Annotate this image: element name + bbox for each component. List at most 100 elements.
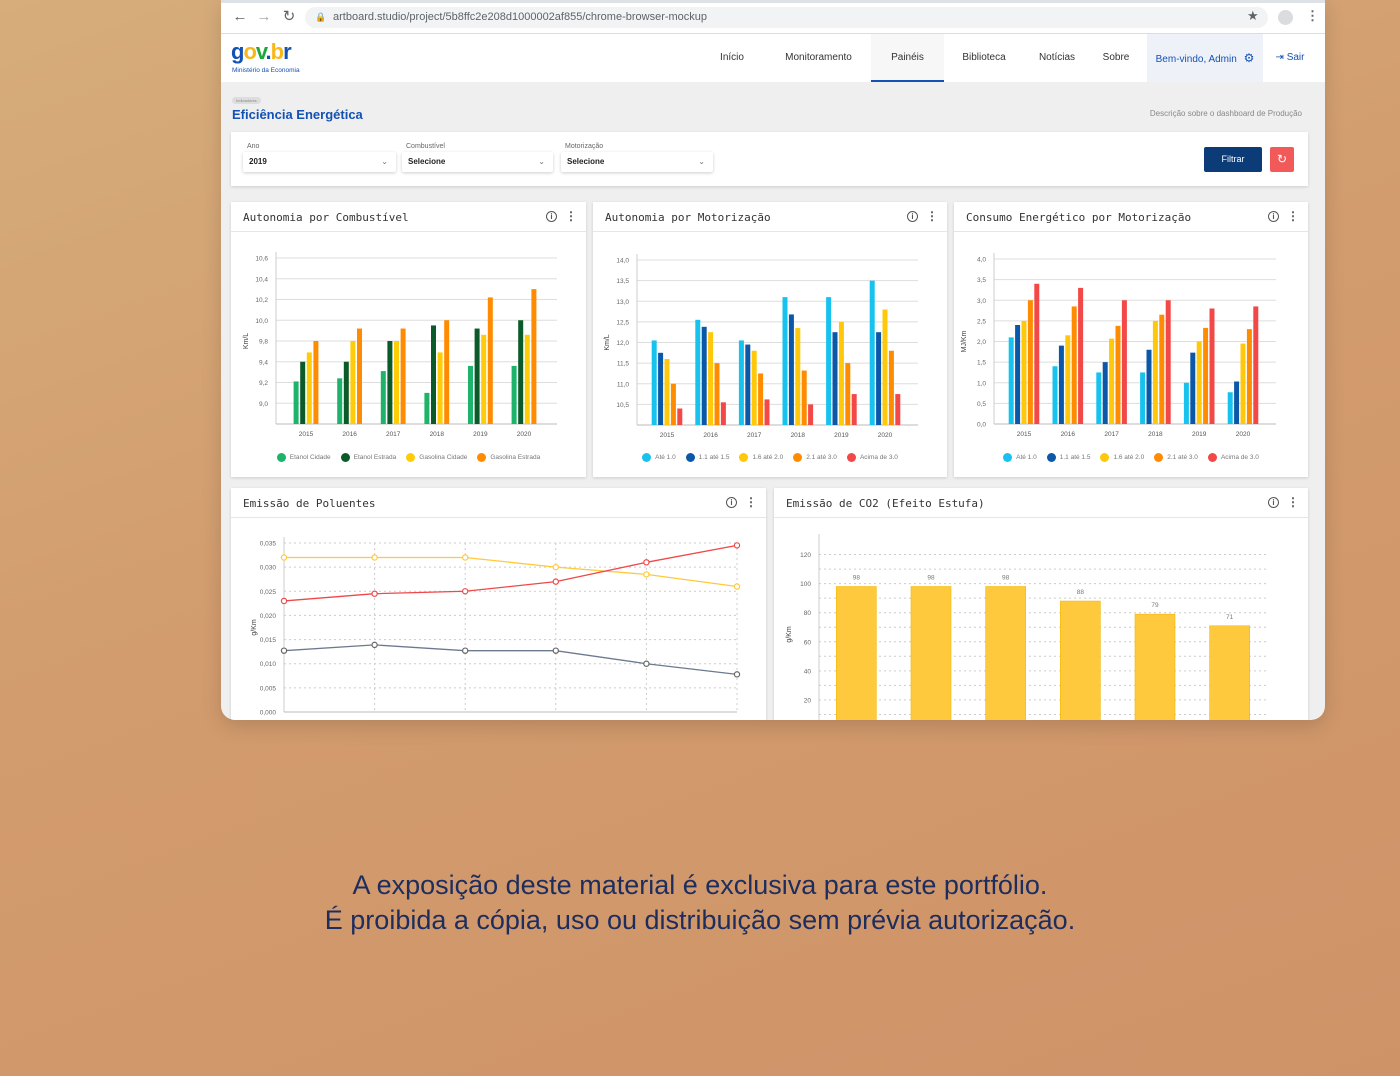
legend-item[interactable]: 1.1 até 1.5 (1046, 453, 1090, 462)
gear-icon[interactable]: ⚙ (1243, 51, 1255, 65)
nav-noticias[interactable]: Notícias (1038, 52, 1076, 63)
star-icon[interactable]: ★ (1247, 8, 1259, 23)
bar-1-1-at-1-5 (1058, 345, 1064, 424)
bar-1-1-at-1-5 (658, 352, 664, 425)
bar-gasolina-cidade (481, 334, 487, 424)
x-tick-label: 2015 (660, 432, 675, 439)
x-tick-label: 2015 (299, 431, 314, 438)
back-icon[interactable]: ← (232, 8, 248, 25)
chart-card-emissao-poluentes: Emissão de Poluentes i ⋮ 0,000 0,005 0,010 0… (231, 488, 766, 720)
x-tick-label: 2017 (386, 431, 401, 438)
tab-strip (221, 0, 1325, 3)
x-tick-label: 2016 (342, 431, 357, 438)
legend-item[interactable]: 2.1 até 3.0 (793, 453, 837, 462)
legend-item[interactable]: Até 1.0 (1003, 453, 1037, 462)
more-options-icon[interactable]: ⋮ (745, 495, 757, 509)
user-menu[interactable]: Bem-vindo, Admin ⚙ (1147, 34, 1263, 82)
chart-legend: Etanol Cidade Etanol Estrada Gasolina Cida… (231, 453, 586, 462)
nav-sobre[interactable]: Sobre (1102, 52, 1130, 63)
legend-swatch (1003, 453, 1013, 462)
legend-swatch (793, 453, 803, 462)
bar-1-6-at-2-0 (1065, 335, 1071, 424)
y-tick-label: 0,5 (977, 401, 986, 408)
info-icon[interactable]: i (907, 211, 918, 222)
legend-swatch (1207, 453, 1217, 462)
co2-bar (985, 586, 1026, 720)
legend-label: Acima de 3.0 (859, 454, 898, 462)
nav-monitoramento[interactable]: Monitoramento (785, 52, 852, 63)
y-tick-label: 0,035 (260, 541, 277, 548)
y-tick-label: 10,6 (255, 256, 268, 263)
bar-1-1-at-1-5 (876, 332, 882, 425)
y-tick-label: 100 (800, 581, 811, 588)
legend-item[interactable]: Etanol Estrada (340, 453, 396, 462)
filter-panel: Ano 2019 ⌄ Combustível Selecione ⌄ Motoriz… (231, 132, 1308, 186)
bar-1-1-at-1-5 (1015, 325, 1021, 424)
info-icon[interactable]: i (1268, 497, 1279, 508)
bar-at-1-0 (1140, 372, 1146, 424)
legend-label: Acima de 3.0 (1220, 454, 1259, 462)
data-point (643, 660, 650, 667)
legend-item[interactable]: 1.1 até 1.5 (685, 453, 729, 462)
legend-item[interactable]: Acima de 3.0 (846, 453, 898, 462)
y-tick-label: 3,5 (977, 277, 986, 284)
more-options-icon[interactable]: ⋮ (1287, 209, 1299, 223)
bar-acima-de-3-0 (1253, 306, 1259, 424)
legend-item[interactable]: Gasolina Cidade (406, 453, 467, 462)
ano-value: 2019 (249, 157, 267, 166)
bar-gasolina-cidade (437, 352, 443, 424)
browser-menu-icon[interactable]: ⋮ (1306, 8, 1319, 23)
combustivel-value: Selecione (408, 157, 446, 166)
y-tick-label: 9,0 (259, 401, 268, 408)
info-icon[interactable]: i (546, 211, 557, 222)
data-point (552, 563, 559, 571)
info-icon[interactable]: i (726, 497, 737, 508)
x-tick-label: 2019 (1192, 431, 1207, 438)
data-point (280, 597, 288, 605)
nav-paineis[interactable]: Painéis (871, 34, 944, 82)
govbr-logo[interactable]: gov.br (231, 39, 292, 64)
legend-item[interactable]: Até 1.0 (642, 453, 676, 462)
more-options-icon[interactable]: ⋮ (1287, 495, 1299, 509)
motorizacao-select[interactable]: Selecione ⌄ (561, 152, 713, 172)
legend-item[interactable]: 1.6 até 2.0 (739, 453, 783, 462)
info-icon[interactable]: i (1268, 211, 1279, 222)
y-tick-label: 3,0 (977, 298, 986, 305)
legend-item[interactable]: Acima de 3.0 (1207, 453, 1259, 462)
y-tick-label: 1,0 (977, 380, 986, 387)
legend-item[interactable]: Etanol Cidade (276, 453, 331, 462)
bar-acima-de-3-0 (808, 404, 814, 425)
reset-button[interactable]: ↻ (1270, 147, 1294, 172)
legend-item[interactable]: 2.1 até 3.0 (1154, 453, 1198, 462)
nav-inicio[interactable]: Início (720, 52, 744, 63)
data-point (733, 583, 741, 590)
profile-avatar[interactable] (1278, 10, 1293, 25)
chart-svg: 0,0 0,5 1,0 1,5 2,0 2,5 3,0 3,5 4,0 MJ/Km 2015 2016… (961, 253, 1276, 438)
bar-at-1-0 (1227, 392, 1233, 424)
legend-label: Até 1.0 (1016, 454, 1037, 462)
legend-item[interactable]: Gasolina Estrada (477, 453, 540, 462)
filter-button[interactable]: Filtrar (1204, 147, 1262, 172)
y-axis-label: g/Km (786, 626, 793, 643)
legend-item[interactable]: 1.6 até 2.0 (1100, 453, 1144, 462)
y-tick-label: 0,010 (260, 661, 277, 668)
y-tick-label: 10,5 (616, 402, 629, 409)
chart-legend: Até 1.0 1.1 até 1.5 1.6 até 2.0 2.1 até 3.0… (954, 453, 1308, 462)
y-tick-label: 12,0 (616, 340, 629, 347)
more-options-icon[interactable]: ⋮ (926, 209, 938, 223)
forward-icon[interactable]: → (256, 8, 272, 25)
bar-2-1-at-3-0 (758, 373, 764, 425)
bar-1-6-at-2-0 (1021, 320, 1027, 424)
bar-2-1-at-3-0 (888, 350, 894, 425)
bar-gasolina-estrada (400, 328, 406, 424)
nav-biblioteca[interactable]: Biblioteca (962, 52, 1006, 63)
reload-icon[interactable]: ↻ (282, 8, 296, 25)
combustivel-select[interactable]: Selecione ⌄ (402, 152, 553, 172)
data-point (733, 542, 741, 549)
address-bar[interactable]: 🔒 artboard.studio/project/5b8ffc2e208d10… (305, 7, 1268, 28)
logout-button[interactable]: ⇥ Sair (1269, 34, 1311, 82)
data-point (461, 554, 469, 561)
bar-value-label: 88 (1077, 589, 1085, 596)
ano-select[interactable]: 2019 ⌄ (243, 152, 396, 172)
more-options-icon[interactable]: ⋮ (565, 209, 577, 223)
